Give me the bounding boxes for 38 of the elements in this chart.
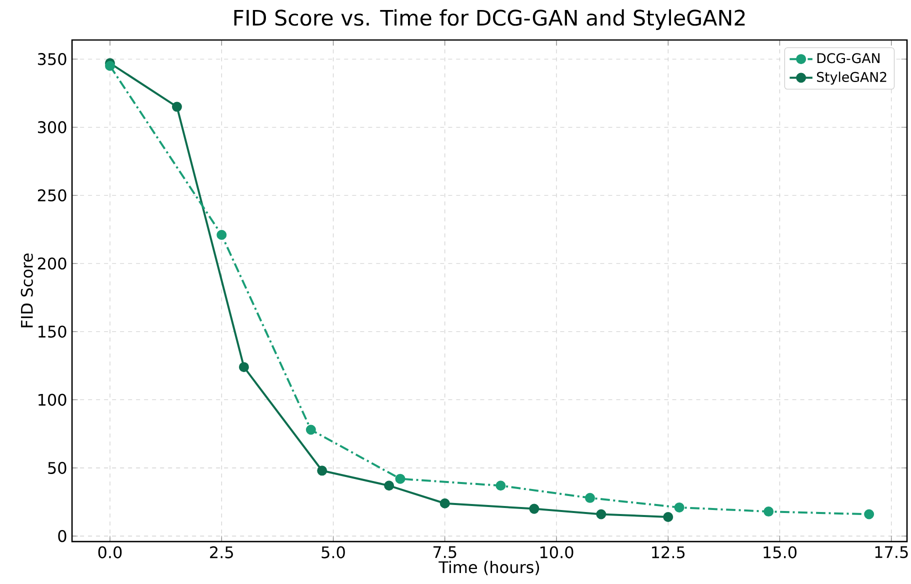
y-tick-label: 0: [58, 530, 66, 542]
point: [864, 509, 874, 520]
point: [584, 492, 595, 503]
point: [764, 506, 774, 516]
point: [663, 512, 674, 522]
x-tick-label: 17.5: [875, 546, 908, 558]
y-tick-label: 250: [38, 189, 66, 202]
x-tick-label: 10.0: [540, 546, 574, 558]
point: [306, 424, 316, 435]
point: [440, 498, 450, 508]
y-tick-label: 50: [48, 462, 66, 474]
x-tick-label: 2.5: [210, 546, 233, 558]
x-axis-title: Time (hours): [438, 560, 540, 576]
y-tick-label: 300: [38, 121, 66, 134]
y-axis-title: FID Score: [20, 253, 33, 328]
point: [496, 480, 506, 491]
y-tick-label: 200: [38, 257, 66, 270]
y-tick-label: 350: [38, 52, 66, 66]
point: [172, 102, 182, 112]
x-tick-label: 12.5: [652, 546, 685, 558]
y-tick-label: 100: [38, 394, 66, 406]
y-tick-label: 150: [38, 325, 66, 338]
legend-label: StyleGAN2: [817, 72, 886, 85]
point: [238, 362, 249, 372]
legend-label: DCG-GAN: [817, 53, 880, 64]
point: [384, 480, 394, 491]
x-tick-label: 7.5: [433, 546, 456, 558]
point: [395, 474, 406, 484]
x-tick-label: 0.0: [98, 546, 122, 558]
point: [104, 60, 115, 71]
chart-title: FID Score vs. Time for DCG-GAN and StyleGAN2: [234, 9, 745, 30]
point: [596, 509, 606, 520]
point: [529, 504, 540, 514]
point: [674, 502, 684, 512]
point: [317, 466, 328, 476]
x-tick-label: 5.0: [322, 546, 345, 558]
point: [216, 230, 227, 240]
x-tick-label: 15.0: [764, 546, 796, 558]
